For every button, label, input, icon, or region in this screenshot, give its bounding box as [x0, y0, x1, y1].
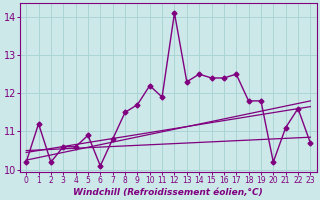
X-axis label: Windchill (Refroidissement éolien,°C): Windchill (Refroidissement éolien,°C)	[73, 188, 263, 197]
